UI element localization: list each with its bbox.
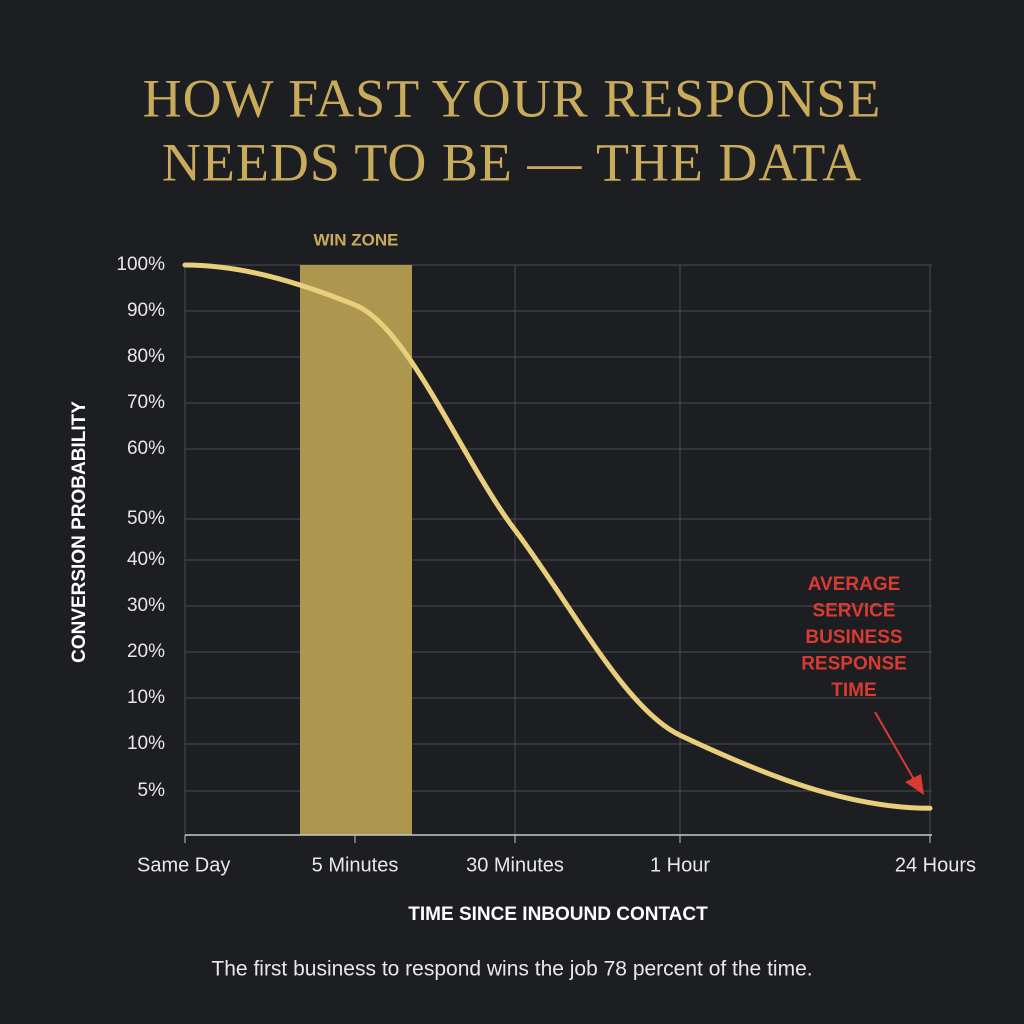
- x-tick-label: 5 Minutes: [312, 854, 399, 876]
- x-tick-label: 30 Minutes: [466, 854, 564, 876]
- line: [182, 262, 933, 811]
- annotation: TIME: [831, 680, 876, 701]
- y-tick-label: 90%: [127, 300, 165, 321]
- y-tick-label: 50%: [127, 508, 165, 529]
- annotation-arrow: [874, 711, 917, 784]
- x-tick-label: 1 Hour: [650, 854, 710, 876]
- annotation: AVERAGE: [808, 574, 901, 595]
- y-tick-label: 10%: [127, 687, 165, 708]
- x-tick-label: 24 Hours: [895, 854, 976, 876]
- x-axis-title: TIME SINCE INBOUND CONTACT: [408, 904, 708, 925]
- y-tick-label: 20%: [127, 641, 165, 662]
- y-axis-title: CONVERSION PROBABILITY: [69, 401, 90, 663]
- y-tick-label: 70%: [127, 392, 165, 413]
- y-tick-label: 60%: [127, 438, 165, 459]
- y-tick-label: 30%: [127, 595, 165, 616]
- x-tick-label: Same Day: [137, 854, 230, 876]
- plot: [182, 262, 933, 835]
- y-tick-label: 5%: [138, 780, 166, 801]
- caption: The first business to respond wins the j…: [211, 958, 812, 981]
- chart-title: NEEDS TO BE — THE DATA: [162, 132, 862, 192]
- y-tick-label: 100%: [116, 254, 165, 275]
- y-tick-label: 10%: [127, 733, 165, 754]
- chart-title: HOW FAST YOUR RESPONSE: [143, 68, 882, 128]
- y-tick-label: 40%: [127, 549, 165, 570]
- win-zone-label: WIN ZONE: [314, 230, 399, 249]
- annotation: BUSINESS: [805, 627, 902, 648]
- annotation: SERVICE: [812, 601, 895, 622]
- y-tick-label: 80%: [127, 346, 165, 367]
- annotation: RESPONSE: [801, 654, 907, 675]
- win-zone: [300, 265, 412, 835]
- annotation-arrowhead: [905, 774, 924, 795]
